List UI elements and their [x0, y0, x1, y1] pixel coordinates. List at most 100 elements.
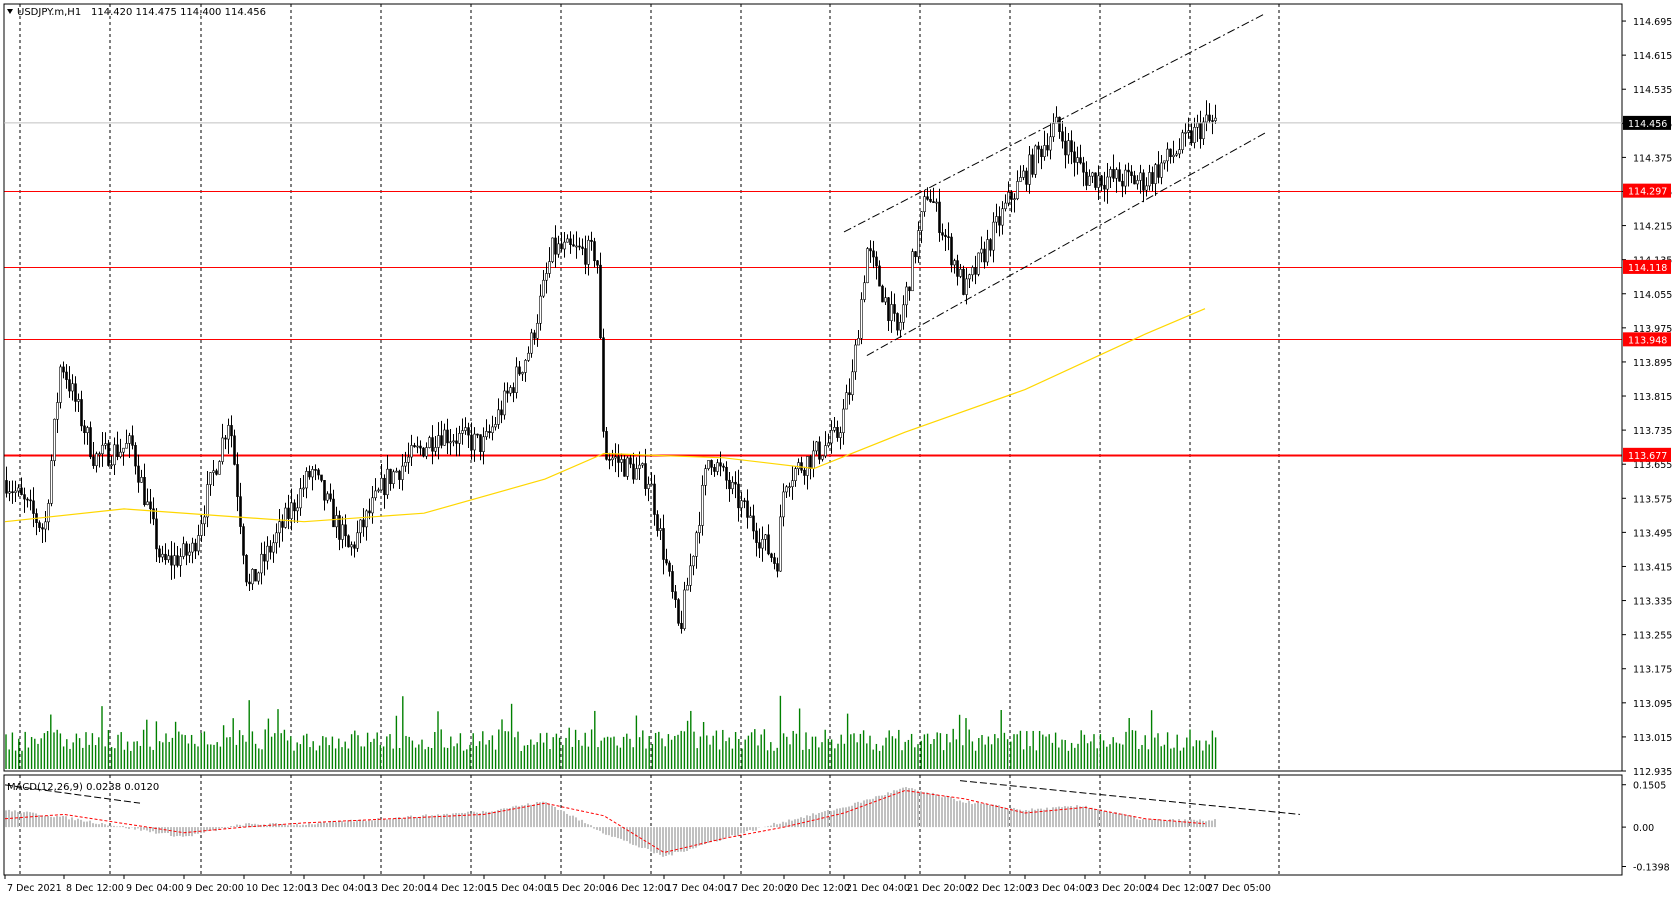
candle-body [137, 465, 140, 483]
candle-body [683, 589, 686, 629]
channel-lower-line[interactable] [866, 132, 1266, 356]
candle-body [401, 465, 404, 480]
time-tick-label: 14 Dec 12:00 [426, 883, 490, 894]
candle-body [893, 304, 896, 314]
candle-body [206, 484, 209, 518]
candle-body [212, 470, 215, 473]
candle-body [494, 424, 497, 428]
candle-body [389, 468, 392, 485]
candle-body [632, 463, 635, 480]
candle-body [122, 447, 125, 453]
candle-body [53, 418, 56, 461]
time-tick-label: 8 Dec 12:00 [66, 883, 124, 894]
moving-average-line [4, 308, 1206, 523]
candle-body [989, 239, 992, 251]
candle-body [68, 379, 71, 392]
channel-upper-line[interactable] [843, 13, 1266, 233]
candle-body [515, 366, 518, 393]
candle-body [995, 216, 998, 223]
volume-bars [5, 695, 1217, 769]
candle-body [329, 493, 332, 500]
candle-body [41, 527, 44, 530]
candle-body [716, 462, 719, 472]
candle-body [536, 322, 539, 339]
candle-body [992, 221, 995, 251]
candle-body [1199, 122, 1202, 140]
candle-body [113, 444, 116, 466]
time-tick-label: 10 Dec 12:00 [246, 883, 310, 894]
candle-body [1193, 127, 1196, 144]
candle-body [1100, 175, 1103, 186]
candle-body [29, 499, 32, 502]
candle-body [983, 248, 986, 263]
triangle-down-icon[interactable] [7, 9, 13, 14]
candle-body [1091, 172, 1094, 177]
candle-body [809, 456, 812, 469]
candle-body [707, 460, 710, 469]
candle-body [914, 251, 917, 258]
candle-body [320, 474, 323, 481]
candle-body [710, 460, 713, 468]
candle-body [839, 432, 842, 438]
candle-body [1124, 169, 1127, 187]
candle-body [932, 201, 935, 204]
candle-body [443, 429, 446, 446]
candle-body [713, 467, 716, 472]
candle-body [1184, 132, 1187, 134]
candle-body [161, 553, 164, 558]
price-tick-label: 114.375 [1633, 153, 1672, 164]
macd-divergence-line[interactable] [959, 780, 1301, 815]
candle-body [524, 360, 527, 373]
macd-tick-label: 0.00 [1633, 823, 1654, 834]
candle-body [377, 489, 380, 492]
time-tick-label: 16 Dec 12:00 [606, 883, 670, 894]
candle-body [326, 493, 329, 501]
candle-body [968, 274, 971, 280]
candle-body [671, 571, 674, 592]
candle-body [1016, 181, 1019, 199]
level-tag [1623, 183, 1671, 198]
candle-body [677, 599, 680, 624]
candle-body [479, 434, 482, 452]
candle-body [1178, 149, 1181, 155]
candle-body [227, 425, 230, 440]
candle-body [275, 532, 278, 544]
candle-body [764, 534, 767, 540]
candle-body [776, 563, 779, 572]
chart-header: USDJPY.m,H1 114.420 114.475 114.400 114.… [7, 7, 266, 18]
candle-body [593, 241, 596, 262]
candle-body [665, 559, 668, 564]
level-tag-label: 114.118 [1628, 263, 1667, 274]
candle-body [221, 437, 224, 462]
candle-body [1103, 184, 1106, 190]
candle-body [1163, 160, 1166, 164]
candle-body [242, 526, 245, 556]
candle-body [272, 542, 275, 553]
candle-body [302, 487, 305, 490]
candle-body [1214, 117, 1217, 121]
candle-body [383, 477, 386, 496]
candle-body [530, 332, 533, 354]
macd-divergence-line[interactable] [4, 784, 141, 804]
candle-body [887, 297, 890, 321]
candle-body [50, 460, 53, 504]
candle-body [65, 371, 68, 380]
candle-body [902, 304, 905, 323]
candle-body [338, 515, 341, 540]
level-tag-label: 113.677 [1628, 451, 1667, 462]
candle-body [347, 535, 350, 548]
candle-body [1130, 171, 1133, 176]
candle-body [77, 399, 80, 402]
candle-body [146, 501, 149, 506]
candle-body [1166, 148, 1169, 162]
time-tick-label: 20 Dec 12:00 [786, 883, 850, 894]
candle-body [650, 483, 653, 486]
macd-lines [4, 780, 1301, 854]
trend-channel[interactable] [843, 13, 1266, 356]
candle-body [890, 304, 893, 321]
candle-body [476, 433, 479, 436]
candle-body [353, 544, 356, 549]
candle-body [368, 510, 371, 514]
